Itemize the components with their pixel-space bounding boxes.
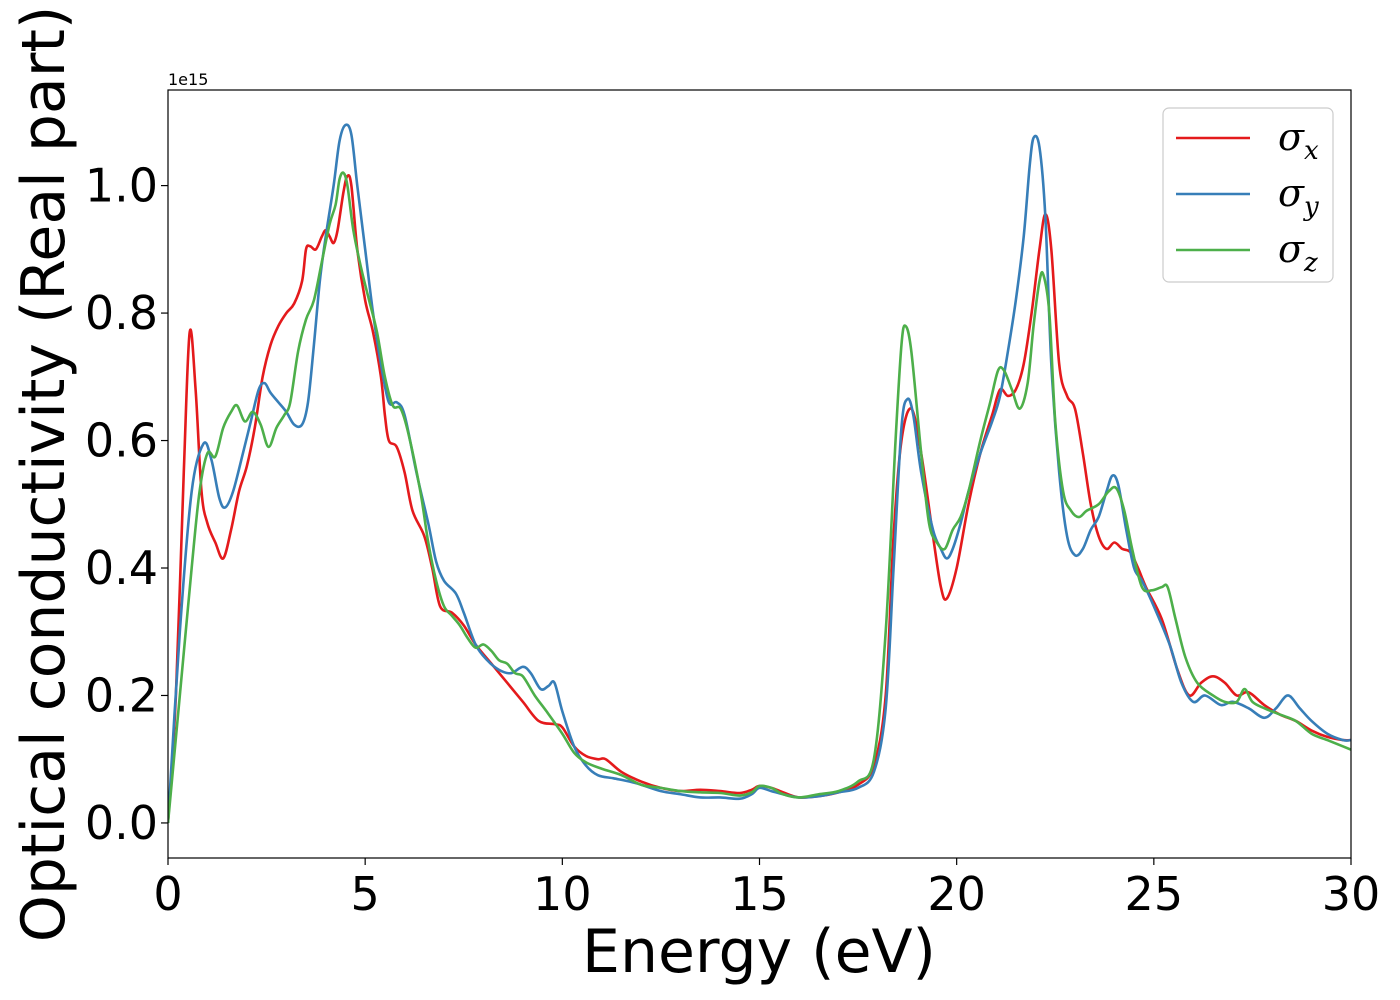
legend-label-y: σy (1278, 171, 1319, 222)
y-tick-label: 0.6 (85, 414, 158, 468)
x-tick-label: 20 (927, 867, 986, 921)
y-tick-label: 0.8 (85, 286, 158, 340)
x-tick-label: 15 (730, 867, 789, 921)
series-line-z (168, 171, 1351, 824)
y-tick-label: 0.2 (85, 668, 158, 722)
x-tick-label: 0 (153, 867, 182, 921)
x-tick-label: 30 (1322, 867, 1381, 921)
y-tick-label: 0.4 (85, 541, 158, 595)
y-offset-label: 1e15 (168, 70, 208, 89)
legend-label-x: σx (1278, 115, 1319, 166)
x-axis-title: Energy (eV) (582, 917, 936, 987)
legend-label-z: σz (1278, 227, 1318, 278)
series-layer (168, 123, 1351, 824)
ticks-layer: 0 5 10 15 20 25 30 0.0 0.2 0.4 0.6 0.8 1.0 (85, 159, 1380, 921)
y-tick-label: 0.0 (85, 796, 158, 850)
x-tick-label: 5 (351, 867, 380, 921)
y-axis-title: Optical conductivity (Real part) (9, 6, 79, 943)
x-tick-label: 25 (1125, 867, 1184, 921)
y-tick-label: 1.0 (85, 159, 158, 213)
x-tick-label: 10 (533, 867, 592, 921)
